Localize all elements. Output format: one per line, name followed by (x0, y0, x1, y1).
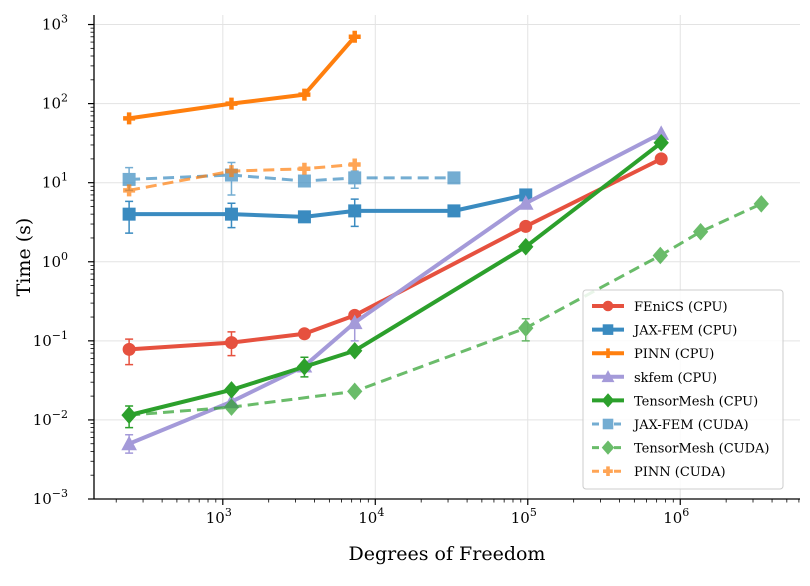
legend-marker (601, 370, 615, 383)
data-point (518, 319, 534, 337)
data-point (121, 435, 137, 451)
data-point (654, 152, 668, 166)
data-point (297, 210, 311, 224)
data-point (122, 172, 136, 186)
y-tick-label: 10−1 (33, 329, 68, 350)
data-point (348, 204, 362, 218)
data-point (348, 171, 362, 185)
legend-entry (592, 370, 624, 383)
legend-box (582, 289, 784, 490)
series-jax-fem-cpu (122, 188, 533, 234)
series-line (129, 192, 527, 219)
legend-marker (602, 418, 614, 430)
data-point (692, 222, 709, 241)
data-point (348, 158, 361, 171)
legend-marker (603, 348, 613, 358)
series-line (128, 157, 663, 352)
legend-marker (601, 393, 615, 408)
y-tick-label: 10−2 (33, 408, 68, 429)
legend-entry (592, 300, 624, 312)
y-tick-label: 10−3 (33, 487, 68, 508)
legend-label: PINN (CUDA) (634, 465, 726, 480)
data-point (123, 184, 136, 197)
data-point (447, 204, 461, 218)
legend-marker (603, 466, 613, 476)
data-point (225, 165, 238, 178)
legend-entry (592, 466, 624, 476)
plot-area (121, 30, 769, 454)
data-point (296, 358, 313, 376)
data-point (122, 342, 136, 356)
data-point (297, 174, 311, 188)
data-point (224, 207, 238, 221)
legend-label: FEniCS (CPU) (634, 300, 728, 315)
y-tick-label: 102 (42, 92, 68, 113)
legend-entry (592, 418, 624, 430)
data-point (122, 207, 136, 221)
data-point (447, 171, 461, 185)
data-point (121, 406, 137, 424)
data-point (223, 398, 240, 416)
legend-entry (592, 324, 624, 335)
data-point (298, 88, 311, 101)
x-axis-label: Degrees of Freedom (349, 543, 546, 565)
data-point (223, 381, 240, 399)
y-tick-label: 101 (42, 171, 68, 192)
grid (94, 15, 800, 499)
data-point (347, 341, 363, 360)
series-line (128, 141, 663, 418)
series-line (129, 173, 454, 183)
data-point (653, 133, 669, 152)
x-tick-label: 104 (358, 506, 384, 527)
data-point (652, 246, 668, 265)
data-point (346, 314, 363, 330)
y-tick-label: 103 (42, 13, 68, 34)
y-axis-label: Time (s) (13, 218, 35, 297)
legend-entry (592, 348, 624, 358)
data-point (517, 195, 534, 210)
data-point (224, 336, 238, 350)
data-point (518, 237, 534, 256)
data-point (225, 97, 238, 110)
legend-marker (602, 300, 614, 312)
data-point (297, 327, 311, 341)
legend: FEniCS (CPU) JAX-FEM (CPU) PINN (CPU) skfem… (582, 289, 784, 490)
legend-label: JAX-FEM (CUDA) (632, 418, 749, 433)
x-tick-label: 106 (663, 506, 689, 527)
legend-label: JAX-FEM (CPU) (632, 324, 737, 339)
legend-marker (602, 324, 614, 335)
legend-marker (601, 440, 615, 455)
series-line (128, 162, 355, 192)
series-tensormesh-cpu (121, 133, 669, 429)
x-tick-label: 103 (206, 506, 232, 527)
legend-label: skfem (CPU) (634, 371, 717, 386)
data-point (753, 195, 769, 213)
legend-entry (592, 393, 624, 408)
x-tick-label: 105 (511, 506, 537, 527)
series-tensormesh-cuda (121, 195, 769, 424)
legend-entry (592, 440, 624, 455)
legend-label: TensorMesh (CPU) (634, 394, 758, 409)
data-point (347, 382, 363, 401)
series-line (128, 35, 357, 121)
y-tick-label: 100 (42, 250, 68, 271)
data-point (519, 219, 533, 233)
data-point (298, 162, 311, 175)
series-pinn-cuda (123, 158, 361, 197)
series-fenics-cpu (122, 152, 668, 366)
legend-label: PINN (CPU) (634, 347, 714, 362)
legend-label: TensorMesh (CUDA) (634, 442, 769, 457)
series-jax-fem-cuda (122, 161, 461, 196)
data-point (123, 112, 136, 125)
data-point (348, 30, 361, 43)
series-pinn-cpu (123, 30, 361, 125)
